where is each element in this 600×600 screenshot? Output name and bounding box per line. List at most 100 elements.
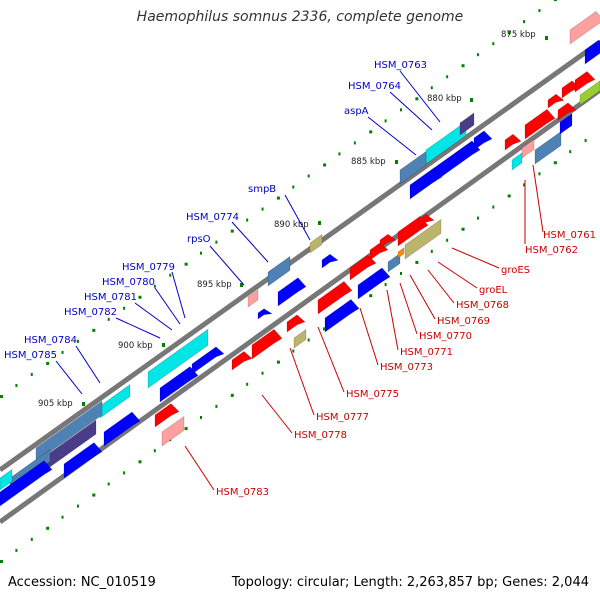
gene-block-reverse xyxy=(231,351,253,371)
gene-label-forward: aspA xyxy=(344,106,369,117)
gc-dot xyxy=(307,174,310,178)
gene-block-reverse xyxy=(579,80,600,106)
gene-block-reverse xyxy=(286,314,306,333)
gc-dot xyxy=(184,262,188,266)
gc-dot xyxy=(261,207,264,211)
gc-dot xyxy=(30,537,33,541)
gc-dot xyxy=(507,194,511,198)
gc-dot xyxy=(153,449,156,453)
gc-dot xyxy=(523,20,526,24)
gene-block-reverse xyxy=(504,133,522,151)
leader-line xyxy=(451,247,500,269)
gc-dot xyxy=(169,273,172,277)
gc-dot xyxy=(323,163,327,167)
gc-dot xyxy=(415,260,419,264)
gc-dot xyxy=(215,404,218,408)
map-title: Haemophilus somnus 2336, complete genome xyxy=(136,9,464,25)
leader-line xyxy=(284,194,311,241)
ruler-label: 880 kbp xyxy=(427,94,462,104)
gene-label-reverse: HSM_0783 xyxy=(216,487,269,498)
ruler-tick xyxy=(318,221,321,225)
ruler-tick xyxy=(240,283,243,287)
gene-block-forward xyxy=(247,289,259,308)
gc-dot xyxy=(261,371,264,375)
gc-dot xyxy=(400,272,402,275)
gc-dot xyxy=(384,283,387,287)
ruler-tick xyxy=(162,343,165,347)
gene-label-reverse: HSM_0773 xyxy=(380,362,433,373)
leader-line xyxy=(399,70,441,123)
gc-dot xyxy=(215,240,218,244)
gc-dot xyxy=(553,0,557,2)
leader-line xyxy=(209,245,245,286)
gene-label-reverse: HSM_0761 xyxy=(543,230,596,241)
gene-block-forward xyxy=(63,442,103,479)
gc-dot xyxy=(76,339,79,343)
gc-dot xyxy=(46,361,50,365)
leader-line xyxy=(317,326,345,393)
gc-dot xyxy=(307,338,310,342)
gc-dot xyxy=(461,64,465,68)
gc-dot xyxy=(461,227,465,231)
gc-dot xyxy=(430,249,433,253)
gc-dot xyxy=(230,393,234,397)
gc-dot xyxy=(476,53,479,57)
gene-label-forward: HSM_0780 xyxy=(102,277,155,288)
gene-block-reverse xyxy=(404,218,442,260)
gene-block-reverse xyxy=(293,328,307,349)
gc-dot xyxy=(538,172,541,176)
gc-dot xyxy=(400,108,402,112)
gene-label-forward: rpsO xyxy=(187,234,211,245)
gc-dot xyxy=(61,515,64,519)
accession-label: Accession: NC_010519 xyxy=(8,575,156,590)
gene-block-reverse xyxy=(511,152,523,171)
gene-label-reverse: groES xyxy=(501,265,530,276)
gene-block-forward xyxy=(277,277,307,307)
gene-label-forward: HSM_0764 xyxy=(348,81,401,92)
gene-block-forward xyxy=(159,366,199,403)
ruler-label: 875 kbp xyxy=(501,30,536,40)
ruler-label: 895 kbp xyxy=(197,280,232,290)
leader-line xyxy=(359,307,379,366)
ruler-tick xyxy=(82,402,85,406)
gc-dot xyxy=(369,130,373,134)
gc-dot xyxy=(569,150,572,154)
gene-label-forward: HSM_0774 xyxy=(186,212,239,223)
gc-dot xyxy=(476,216,479,220)
gc-dot xyxy=(584,139,587,143)
gc-dot xyxy=(30,372,33,376)
gc-dot xyxy=(107,317,110,321)
gc-dot xyxy=(138,295,142,299)
gc-dot xyxy=(430,86,433,90)
gc-dot xyxy=(61,350,64,354)
gene-block-forward xyxy=(459,112,475,136)
leader-line xyxy=(437,261,478,289)
ruler-label: 890 kbp xyxy=(274,220,309,230)
gc-dot xyxy=(415,97,419,101)
gene-block-forward xyxy=(569,11,600,45)
gc-dot xyxy=(15,548,18,552)
gene-block-forward xyxy=(309,233,323,254)
gene-block-forward xyxy=(103,411,141,447)
gc-dot xyxy=(0,395,3,398)
backbone-outer xyxy=(0,39,600,473)
ruler-tick xyxy=(470,98,473,102)
gene-block-reverse xyxy=(324,299,360,333)
gene-block-reverse xyxy=(534,130,562,165)
ruler-label: 905 kbp xyxy=(38,399,73,409)
gene-block-reverse xyxy=(397,247,405,259)
gene-block-reverse xyxy=(557,102,577,121)
gc-dot xyxy=(446,238,449,242)
gene-block-forward xyxy=(399,150,427,185)
gc-dot xyxy=(492,42,495,46)
gc-dot xyxy=(369,294,373,298)
gene-label-reverse: groEL xyxy=(479,285,508,296)
gene-label-reverse: HSM_0769 xyxy=(437,316,490,327)
gc-dot xyxy=(76,504,79,508)
gene-block-forward xyxy=(257,308,273,320)
gene-block-reverse xyxy=(251,328,283,360)
gene-label-forward: HSM_0785 xyxy=(4,350,57,361)
leader-line xyxy=(532,164,544,233)
gc-dot xyxy=(184,427,188,431)
